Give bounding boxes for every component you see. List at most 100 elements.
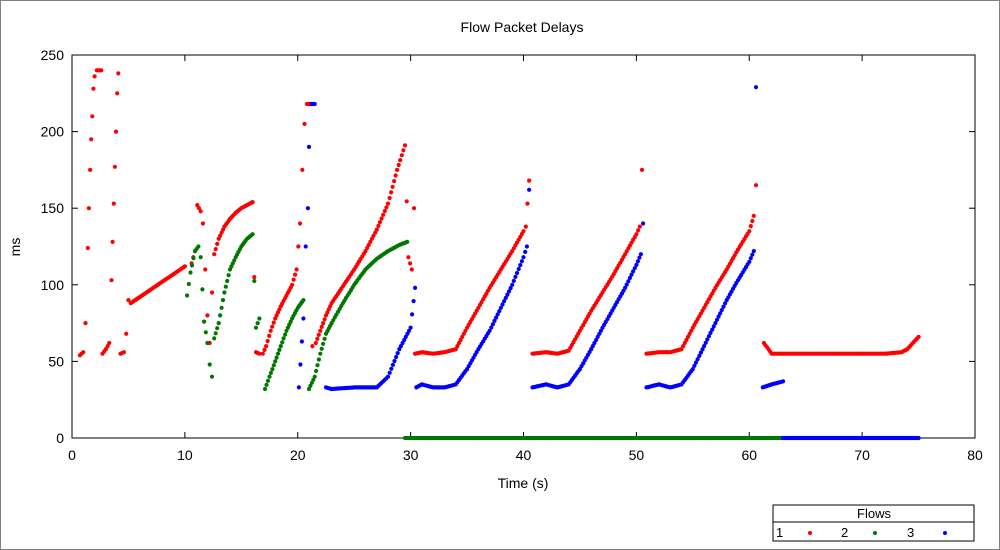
data-point — [398, 158, 403, 163]
data-point — [322, 317, 327, 322]
data-point — [222, 290, 227, 295]
data-point — [639, 167, 645, 172]
data-point — [494, 315, 499, 320]
data-point — [85, 245, 90, 251]
data-point — [191, 256, 196, 261]
data-point — [293, 272, 298, 277]
data-point — [312, 374, 317, 379]
data-point — [205, 340, 210, 346]
data-point — [527, 178, 532, 183]
data-point — [260, 351, 265, 356]
data-point — [374, 227, 379, 232]
data-point — [312, 101, 317, 107]
data-point — [406, 328, 412, 333]
data-point — [220, 298, 226, 303]
legend-entry-2: 2 — [841, 525, 848, 540]
data-point — [700, 347, 705, 352]
data-point — [301, 316, 306, 321]
data-point — [518, 263, 523, 268]
data-point — [389, 366, 394, 371]
data-point — [83, 321, 88, 326]
data-point — [527, 187, 532, 192]
data-point — [523, 249, 528, 254]
data-point — [111, 201, 116, 206]
data-point — [395, 167, 400, 172]
data-point — [88, 167, 93, 172]
data-point — [109, 278, 114, 283]
data-points — [77, 68, 921, 441]
data-point — [226, 273, 231, 278]
data-point — [382, 208, 387, 214]
data-point — [399, 153, 404, 158]
data-point — [916, 435, 921, 441]
data-point — [189, 263, 195, 268]
data-point — [257, 316, 262, 321]
data-point — [409, 267, 414, 272]
data-point — [277, 347, 282, 352]
data-point — [524, 244, 530, 249]
data-point — [626, 279, 631, 284]
data-point — [402, 337, 407, 343]
y-tick-label: 100 — [41, 277, 65, 293]
data-point — [713, 321, 718, 326]
data-point — [319, 324, 324, 329]
data-point — [318, 351, 323, 356]
data-point — [690, 367, 695, 372]
data-point — [195, 203, 200, 208]
data-point — [316, 357, 321, 362]
data-point — [186, 281, 191, 287]
data-point — [315, 336, 320, 341]
data-point — [413, 285, 418, 290]
data-point — [313, 340, 318, 346]
data-point — [781, 379, 786, 384]
data-point — [264, 382, 269, 387]
data-point — [310, 344, 315, 349]
data-point — [216, 321, 221, 326]
data-point — [402, 143, 408, 148]
data-point — [203, 330, 208, 335]
data-point — [410, 312, 415, 317]
legend-marker-1 — [808, 531, 812, 535]
legend-entry-1: 1 — [776, 525, 783, 540]
data-point — [514, 270, 520, 276]
data-point — [377, 220, 383, 225]
data-point — [255, 321, 260, 326]
data-point — [384, 205, 389, 210]
data-point — [264, 344, 269, 349]
data-point — [634, 262, 639, 267]
data-point — [294, 267, 299, 272]
data-point — [916, 334, 921, 339]
data-point — [113, 129, 119, 134]
data-point — [498, 305, 503, 310]
data-point — [363, 249, 368, 254]
data-point — [392, 358, 397, 364]
data-point — [296, 385, 301, 390]
x-tick-label: 80 — [967, 447, 983, 463]
data-point — [508, 286, 513, 291]
data-point — [721, 304, 726, 309]
data-point — [271, 320, 276, 325]
data-point — [403, 334, 408, 339]
data-point — [110, 239, 115, 244]
data-point — [685, 334, 691, 339]
data-point — [705, 337, 710, 342]
data-point — [681, 344, 686, 349]
data-point — [718, 311, 723, 316]
data-point — [408, 261, 413, 266]
data-point — [489, 325, 494, 330]
data-point — [250, 200, 255, 205]
chart-title: Flow Packet Delays — [461, 19, 584, 35]
data-point — [751, 249, 756, 254]
data-point — [198, 255, 203, 260]
data-point — [322, 336, 327, 341]
data-point — [594, 337, 599, 343]
data-point — [315, 363, 320, 368]
data-point — [202, 319, 207, 324]
data-point — [262, 386, 268, 392]
data-point — [267, 374, 272, 379]
data-point — [503, 295, 508, 300]
data-point — [126, 298, 131, 303]
data-point — [405, 239, 410, 244]
data-point — [225, 278, 230, 284]
